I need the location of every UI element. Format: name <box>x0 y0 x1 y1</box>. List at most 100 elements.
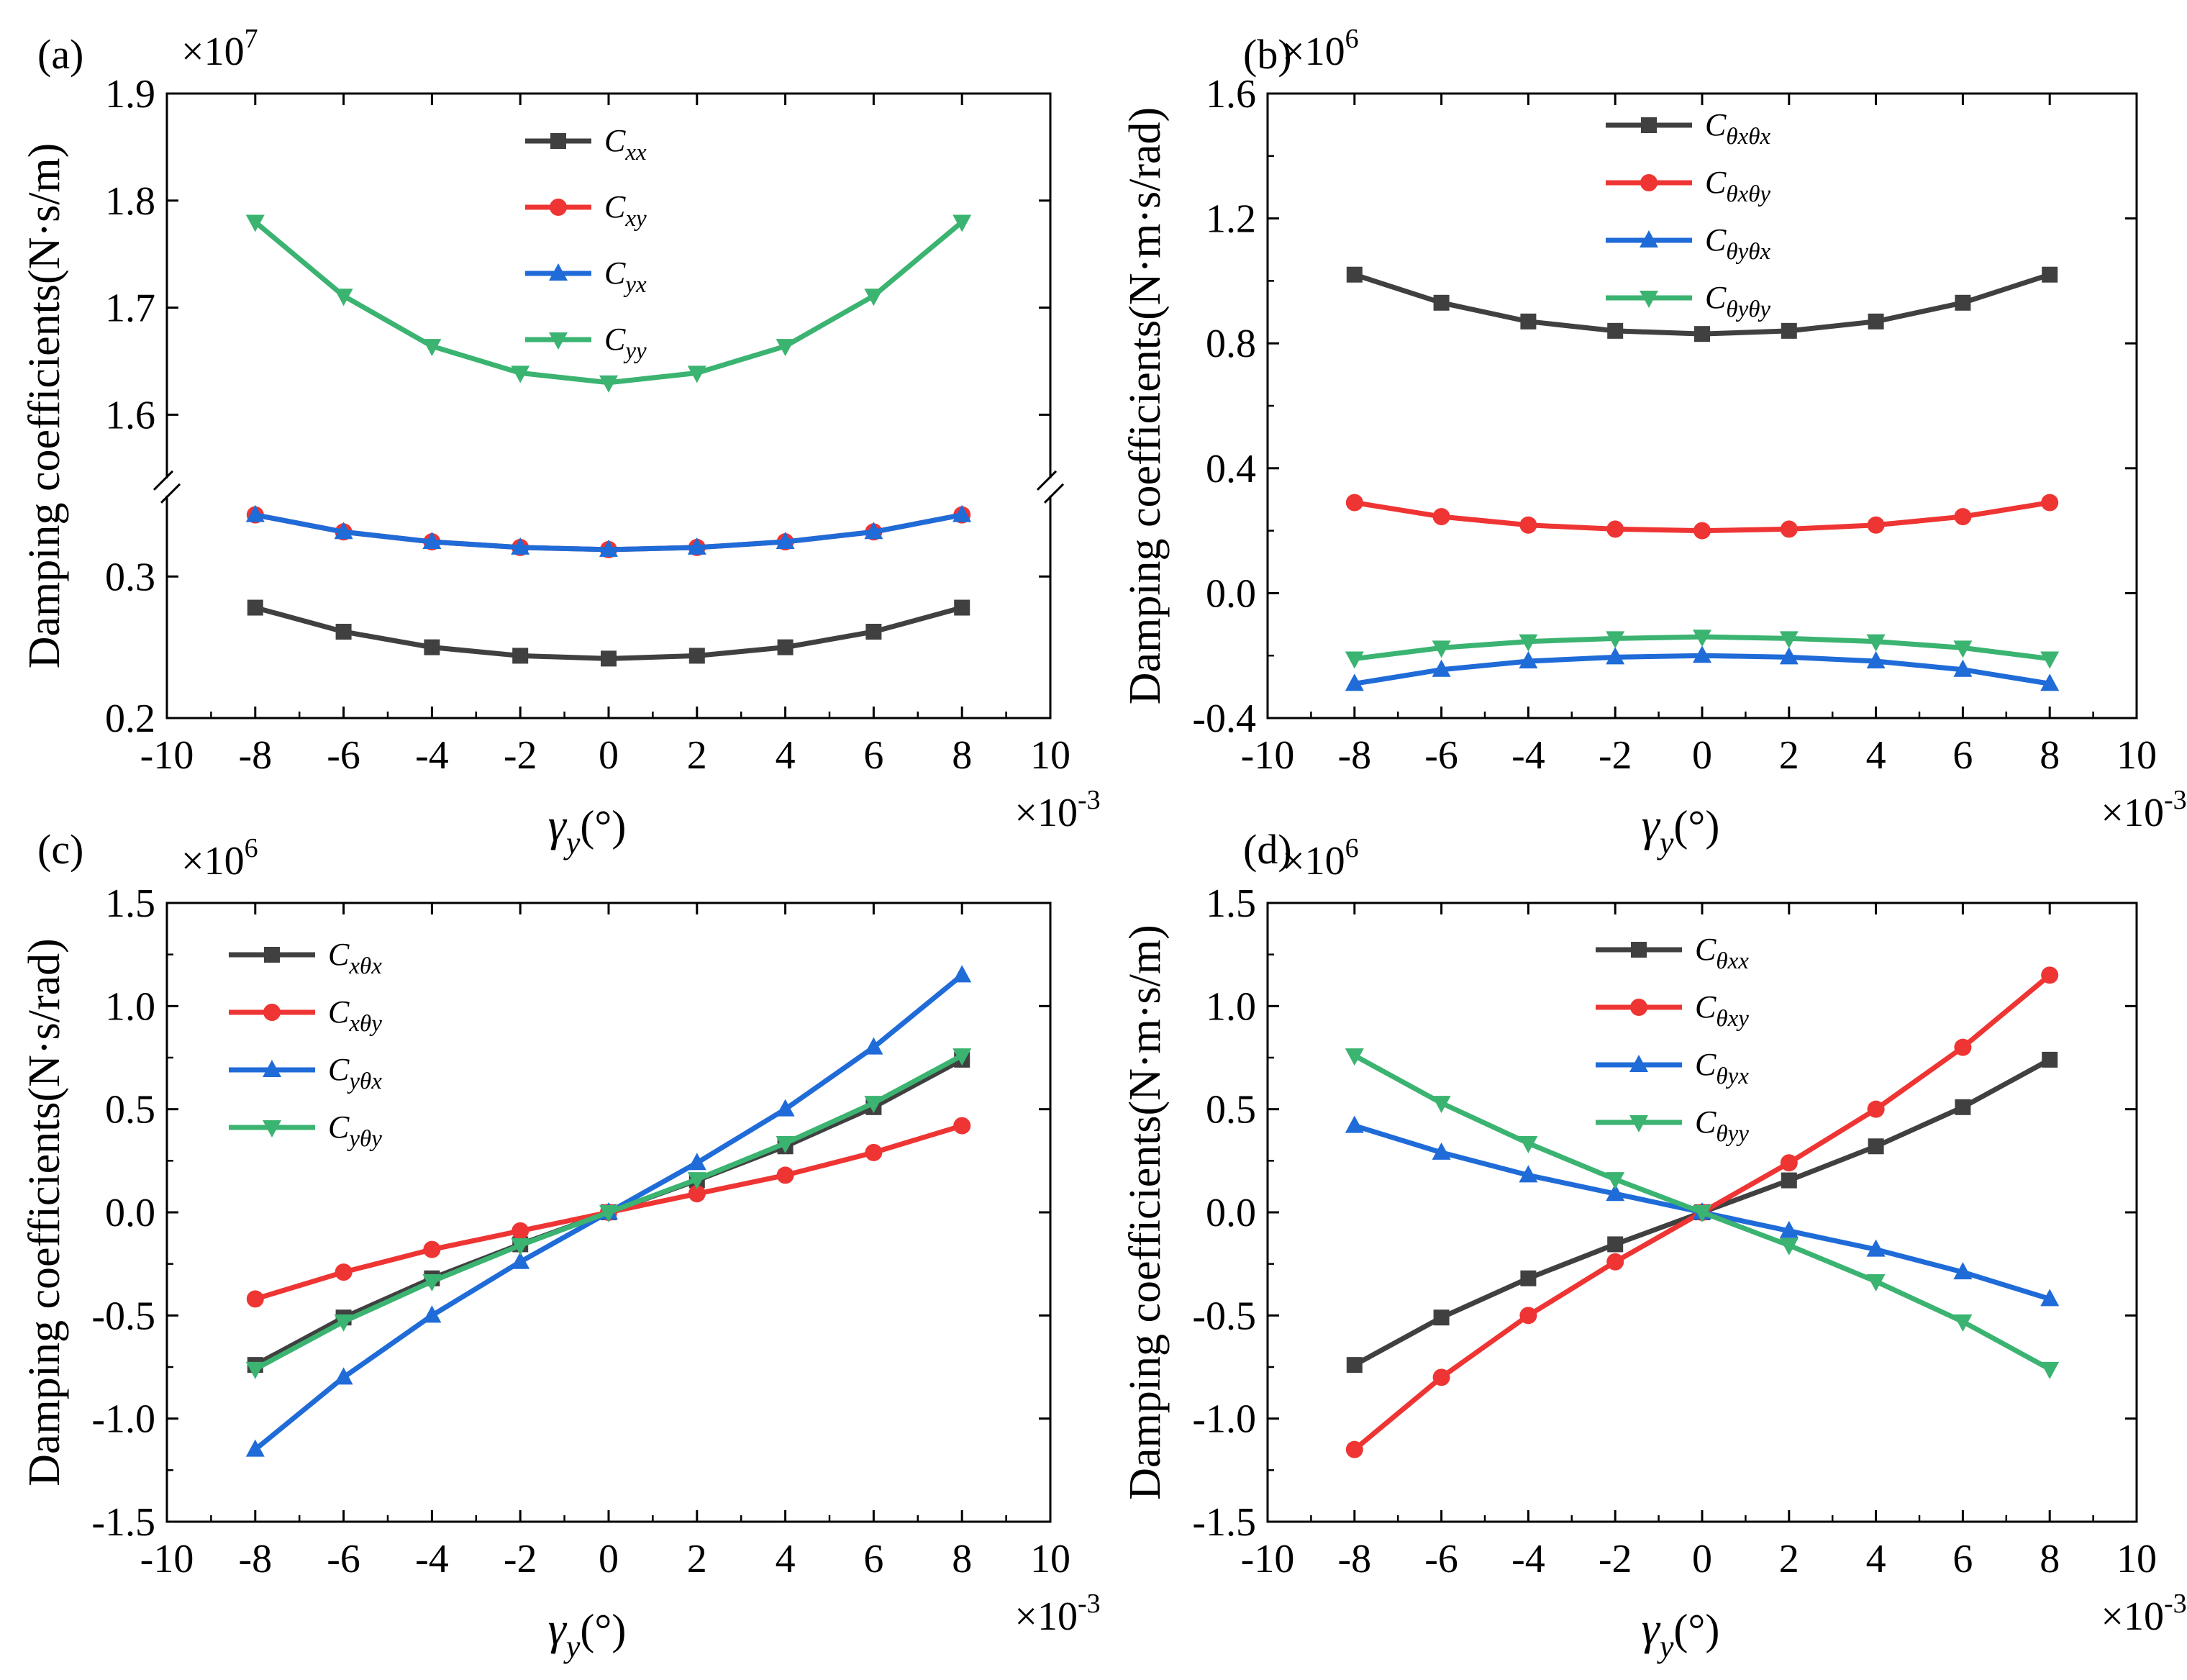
axis-break-mark <box>1036 470 1058 491</box>
legend-entry: Cxx <box>525 123 647 165</box>
x-tick-label: 4 <box>1866 733 1886 778</box>
y-tick-label: 0.0 <box>105 1191 155 1235</box>
data-point <box>1606 1253 1624 1271</box>
data-point <box>1345 651 1364 669</box>
data-point <box>334 522 353 540</box>
y-axis-title: Damping coefficients(N·s/rad) <box>20 938 69 1486</box>
data-point <box>776 1166 794 1184</box>
y-tick-label: 1.7 <box>105 286 155 331</box>
data-point <box>777 639 794 655</box>
legend-subscript: yθy <box>347 1126 382 1152</box>
legend-subscript: yx <box>623 272 647 298</box>
x-tick-label: 10 <box>2116 733 2157 778</box>
data-point <box>1780 520 1798 538</box>
legend-subscript: θyx <box>1716 1063 1749 1089</box>
data-point <box>1606 647 1625 665</box>
data-point <box>1432 1142 1451 1160</box>
axis-break-mark <box>153 470 174 491</box>
x-exponent-prefix: ×10 <box>2101 1594 2164 1639</box>
x-axis-title: γy(°) <box>548 799 627 861</box>
legend-entry: Cθyθy <box>1606 280 1770 322</box>
legend-symbol: C <box>1695 932 1717 967</box>
legend-symbol: C <box>1705 165 1727 200</box>
legend-label: Cxθy <box>328 994 382 1037</box>
legend-label: Cyx <box>604 255 647 298</box>
data-point <box>1779 1238 1799 1256</box>
series-Cyy <box>245 214 972 393</box>
x-tick-label: 6 <box>863 733 883 778</box>
x-tick-label: -4 <box>415 1537 449 1581</box>
legend-entry: Cyθy <box>229 1109 382 1152</box>
axis-break-gap <box>1040 478 1060 496</box>
data-point <box>1693 630 1711 648</box>
x-tick-label: 2 <box>687 733 707 778</box>
data-point <box>1954 508 1972 526</box>
legend-entry: Cyx <box>525 255 647 298</box>
panel-label: (b) <box>1243 31 1292 78</box>
legend-symbol: C <box>604 189 626 224</box>
data-point <box>511 1222 529 1240</box>
x-tick-label: 0 <box>1692 733 1712 778</box>
legend-symbol: C <box>1705 222 1727 258</box>
data-point <box>247 599 263 616</box>
data-point <box>687 365 706 383</box>
x-exponent-label: ×10-3 <box>2101 785 2186 835</box>
data-point <box>952 214 972 232</box>
legend-label: Cθyθx <box>1705 222 1770 265</box>
data-point <box>954 599 970 616</box>
y-tick-label: 0.5 <box>105 1088 155 1132</box>
data-point <box>1955 294 1971 311</box>
series-line <box>1353 272 2051 337</box>
data-point <box>1866 1239 1886 1257</box>
data-point <box>1866 651 1886 669</box>
legend-subscript: xθx <box>348 953 382 979</box>
x-tick-label: -8 <box>238 1537 272 1581</box>
legend-symbol: C <box>328 1052 350 1087</box>
data-point <box>599 375 618 393</box>
legend-label: Cθyθy <box>1705 280 1770 322</box>
y-tick-label: -0.5 <box>91 1294 155 1338</box>
data-point <box>245 504 265 522</box>
legend-marker <box>263 1060 281 1077</box>
y-tick-label: 0.3 <box>105 555 155 599</box>
data-point <box>1953 1314 1973 1332</box>
legend-entry: Cθyθx <box>1606 222 1770 265</box>
legend-marker <box>1640 291 1658 308</box>
data-point <box>1953 659 1973 677</box>
y-tick-label: -1.5 <box>1192 1500 1256 1545</box>
x-axis-symbol: γ <box>1642 799 1661 850</box>
data-point <box>601 650 617 667</box>
y-exponent-prefix: ×10 <box>1282 839 1345 884</box>
axis-break-mark <box>160 483 181 504</box>
y-exponent-label: ×107 <box>181 24 258 74</box>
data-point <box>687 1172 706 1190</box>
x-tick-label: -4 <box>1511 1537 1545 1581</box>
data-point <box>424 639 440 655</box>
data-point <box>687 1153 706 1171</box>
legend-label: Cyy <box>604 322 647 364</box>
data-point <box>776 532 795 550</box>
data-point <box>1519 1307 1537 1325</box>
data-point <box>1346 266 1363 283</box>
legend-marker <box>550 133 566 149</box>
data-point <box>1607 1236 1624 1253</box>
legend-subscript: xx <box>624 140 647 165</box>
x-tick-label: 4 <box>1866 1537 1886 1581</box>
data-point <box>246 1290 264 1308</box>
legend-entry: Cθxx <box>1596 932 1749 974</box>
y-exponent-prefix: ×10 <box>181 29 245 74</box>
data-point <box>776 339 795 357</box>
data-point <box>953 1117 971 1135</box>
data-point <box>1433 294 1450 311</box>
legend-label: Cθxθy <box>1705 165 1770 207</box>
y-axis-title: Damping coefficients(N·m·s/rad) <box>1121 107 1170 704</box>
data-point <box>1954 1038 1972 1056</box>
legend-subscript: θyθy <box>1726 296 1770 322</box>
legend-symbol: C <box>1695 1047 1717 1082</box>
x-axis-title: γy(°) <box>1642 1603 1720 1664</box>
data-point <box>511 365 530 383</box>
data-point <box>422 1274 442 1292</box>
y-tick-label: 1.5 <box>105 881 155 926</box>
data-point <box>1868 313 1884 330</box>
data-point <box>1953 640 1973 658</box>
